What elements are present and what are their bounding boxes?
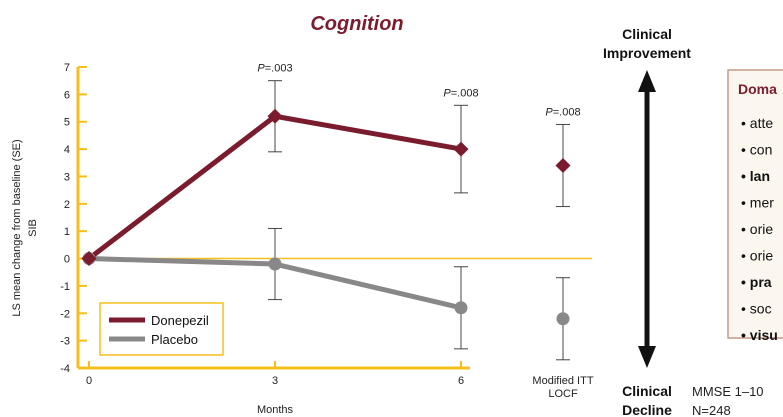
point-donepezil xyxy=(267,108,283,124)
arrow-bottom-label-line-2: Decline xyxy=(622,402,672,417)
x-tick-label-locf: Modified ITT xyxy=(532,375,593,387)
point-placebo xyxy=(454,301,468,315)
point-locf-placebo xyxy=(556,312,570,326)
y-tick-label: 4 xyxy=(64,144,70,156)
x-tick-label: 0 xyxy=(86,375,92,387)
x-tick-label-locf: LOCF xyxy=(548,388,578,400)
p-value-label: P=.008 xyxy=(545,106,580,118)
y-tick-label: -4 xyxy=(60,363,70,375)
domain-item: • visu xyxy=(741,327,778,343)
domain-item: • atte xyxy=(741,115,773,131)
y-tick-label: 0 xyxy=(64,254,70,266)
point-donepezil xyxy=(453,141,469,157)
domains-box: Doma • atte• con• lan• mer• orie• orie• … xyxy=(727,69,783,343)
x-tick-label: 3 xyxy=(272,375,278,387)
y-axis-label-line-1: LS mean change from baseline (SE) xyxy=(11,139,23,316)
y-axis-label: LS mean change from baseline (SE) SIB xyxy=(11,139,39,316)
series-markers xyxy=(81,108,571,326)
domain-item: • lan xyxy=(741,168,770,184)
domain-item: • con xyxy=(741,142,772,158)
legend-label-donepezil: Donepezil xyxy=(151,313,209,328)
y-axis-label-line-2: SIB xyxy=(27,219,39,237)
arrow-top-label-line-1: Clinical xyxy=(622,26,672,42)
p-value-label: P=.008 xyxy=(443,87,478,99)
domain-item: • orie xyxy=(741,248,773,264)
domains-list: • atte • con • lan • mer • orie • orie • pra • … xyxy=(741,115,778,343)
arrow-head-down xyxy=(638,346,656,368)
y-ticks: -4 -3 -2 -1 0 1 2 3 4 5 6 7 xyxy=(60,62,87,375)
point-locf-donepezil xyxy=(555,158,571,174)
y-tick-label: 3 xyxy=(64,171,70,183)
y-tick-label: 5 xyxy=(64,117,70,129)
chart-title: Cognition xyxy=(310,13,403,35)
sample-size: N=248 xyxy=(692,403,731,417)
y-tick-label: 7 xyxy=(64,62,70,74)
domain-item: • orie xyxy=(741,221,773,237)
arrow-top-label-line-2: Improvement xyxy=(603,45,691,61)
domain-item: • soc xyxy=(741,301,772,317)
domain-item: • pra xyxy=(741,274,772,290)
clinical-arrow: Clinical Improvement Clinical Decline xyxy=(603,26,691,417)
y-tick-label: 1 xyxy=(64,226,70,238)
point-placebo xyxy=(268,257,282,271)
y-tick-label: 2 xyxy=(64,199,70,211)
p-value-label: P=.003 xyxy=(257,63,292,75)
arrow-head-up xyxy=(638,70,656,92)
legend-label-placebo: Placebo xyxy=(151,332,198,347)
point-donepezil xyxy=(81,251,97,267)
domain-item: • mer xyxy=(741,195,774,211)
x-tick-label: 6 xyxy=(458,375,464,387)
y-tick-label: 6 xyxy=(64,89,70,101)
y-tick-label: -3 xyxy=(60,336,70,348)
legend: Donepezil Placebo xyxy=(99,302,224,356)
domains-box-frame xyxy=(727,69,783,339)
arrow-bottom-label-line-1: Clinical xyxy=(622,383,672,399)
y-tick-label: -2 xyxy=(60,308,70,320)
x-axis-label: Months xyxy=(257,404,294,416)
legend-box xyxy=(99,302,224,356)
p-value-annotations: P=.003 P=.008 P=.008 xyxy=(257,63,580,119)
y-tick-label: -1 xyxy=(60,281,70,293)
mmse-range: MMSE 1–10 xyxy=(692,384,764,399)
domains-box-title: Doma xyxy=(738,81,777,97)
